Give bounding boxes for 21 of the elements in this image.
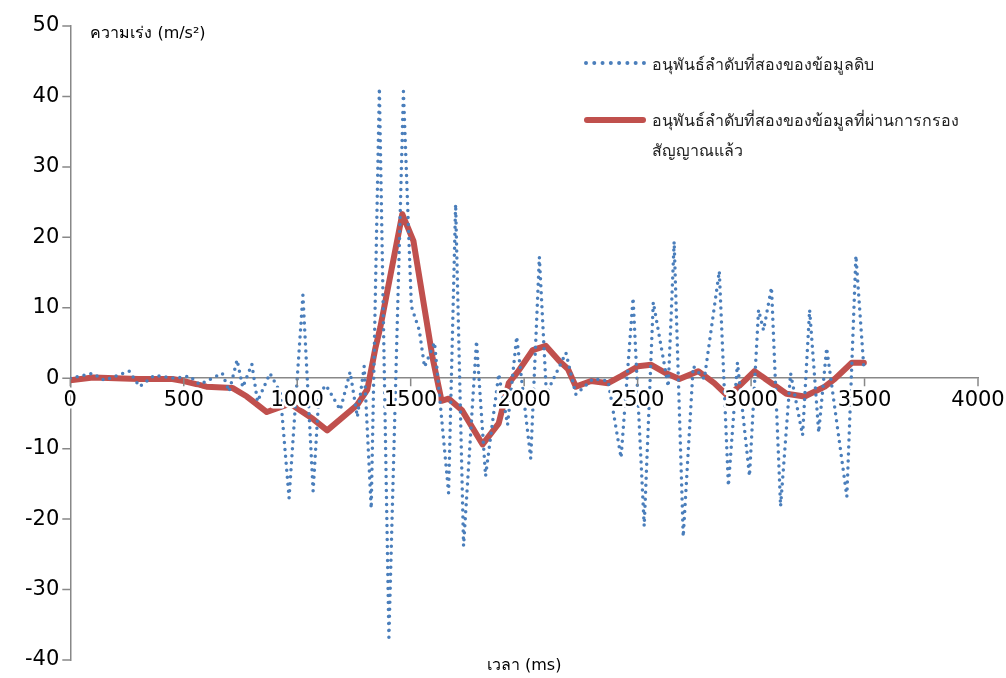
x-tick-label: 1000 [270, 387, 324, 412]
x-axis-title: เวลา (ms) [486, 655, 562, 675]
y-tick-label: -40 [24, 646, 60, 671]
x-tick-label: 4000 [951, 387, 1005, 412]
x-tick-label: 2500 [610, 387, 665, 412]
x-tick-label: 3500 [837, 387, 892, 412]
y-tick-label: -10 [24, 435, 60, 460]
x-tick-label: 0 [63, 387, 77, 412]
y-tick-label: -20 [24, 505, 60, 530]
x-tick-label: 1500 [383, 387, 438, 412]
legend-label: อนุพันธ์ลำดับที่สองของข้อมูลดิบ [652, 53, 874, 77]
x-tick-label: 500 [163, 387, 204, 412]
y-tick-label: 40 [32, 82, 60, 107]
y-axis-title: ความเร่ง (m/s²) [90, 23, 206, 43]
y-tick-label: 30 [32, 153, 60, 178]
legend-label: อนุพันธ์ลำดับที่สองของข้อมูลที่ผ่านการกรองสัญญาณแล้ว [652, 109, 960, 162]
y-tick-label: 50 [32, 12, 60, 37]
y-tick-label: 0 [45, 364, 60, 389]
y-tick-label: 10 [32, 294, 60, 319]
y-tick-label: -30 [24, 576, 60, 601]
y-tick-label: 20 [32, 223, 60, 248]
